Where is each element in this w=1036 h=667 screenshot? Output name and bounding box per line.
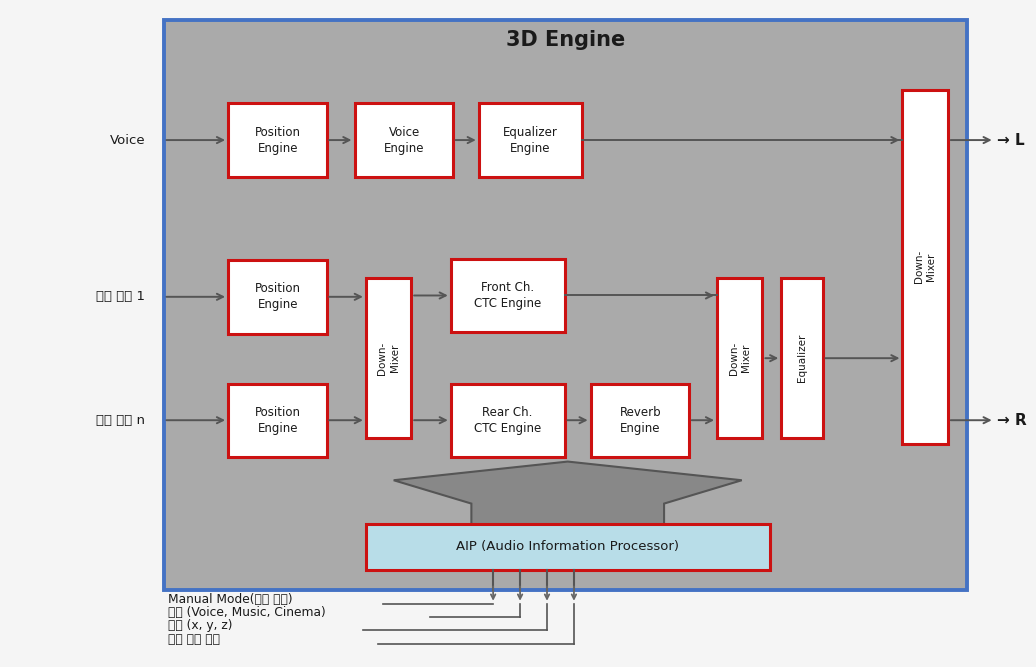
FancyBboxPatch shape [902,90,948,444]
Text: AIP (Audio Information Processor): AIP (Audio Information Processor) [456,540,680,554]
Text: Down-
Mixer: Down- Mixer [728,342,751,375]
FancyBboxPatch shape [366,524,770,570]
Text: Manual Mode(기준 모드): Manual Mode(기준 모드) [168,593,292,606]
Text: Down-
Mixer: Down- Mixer [914,250,937,283]
FancyBboxPatch shape [717,278,762,438]
Text: → L: → L [997,133,1025,147]
Text: 런리 소스 n: 런리 소스 n [96,414,145,427]
FancyBboxPatch shape [479,103,582,177]
Text: 위치 (x, y, z): 위치 (x, y, z) [168,620,232,632]
Text: Position
Engine: Position Engine [255,282,300,311]
FancyBboxPatch shape [229,384,327,457]
Text: 3D Engine: 3D Engine [506,30,625,50]
Text: 소스 분리 채널: 소스 분리 채널 [168,633,220,646]
FancyBboxPatch shape [366,278,411,438]
Text: Voice: Voice [110,133,145,147]
Polygon shape [394,462,742,537]
Text: 장르 (Voice, Music, Cinema): 장르 (Voice, Music, Cinema) [168,606,325,619]
Text: Front Ch.
CTC Engine: Front Ch. CTC Engine [474,281,541,310]
FancyBboxPatch shape [451,384,565,457]
Text: Down-
Mixer: Down- Mixer [377,342,400,375]
Text: Voice
Engine: Voice Engine [383,125,425,155]
Text: → R: → R [997,413,1027,428]
Text: Equalizer
Engine: Equalizer Engine [503,125,557,155]
FancyBboxPatch shape [164,20,967,590]
Text: Reverb
Engine: Reverb Engine [620,406,661,435]
FancyBboxPatch shape [781,278,823,438]
Text: 런리 소스 1: 런리 소스 1 [96,290,145,303]
Text: Position
Engine: Position Engine [255,125,300,155]
Text: Rear Ch.
CTC Engine: Rear Ch. CTC Engine [474,406,541,435]
FancyBboxPatch shape [451,259,565,332]
FancyBboxPatch shape [591,384,690,457]
Text: Position
Engine: Position Engine [255,406,300,435]
FancyBboxPatch shape [354,103,454,177]
FancyBboxPatch shape [229,260,327,334]
FancyBboxPatch shape [229,103,327,177]
Text: Equalizer: Equalizer [797,334,807,382]
